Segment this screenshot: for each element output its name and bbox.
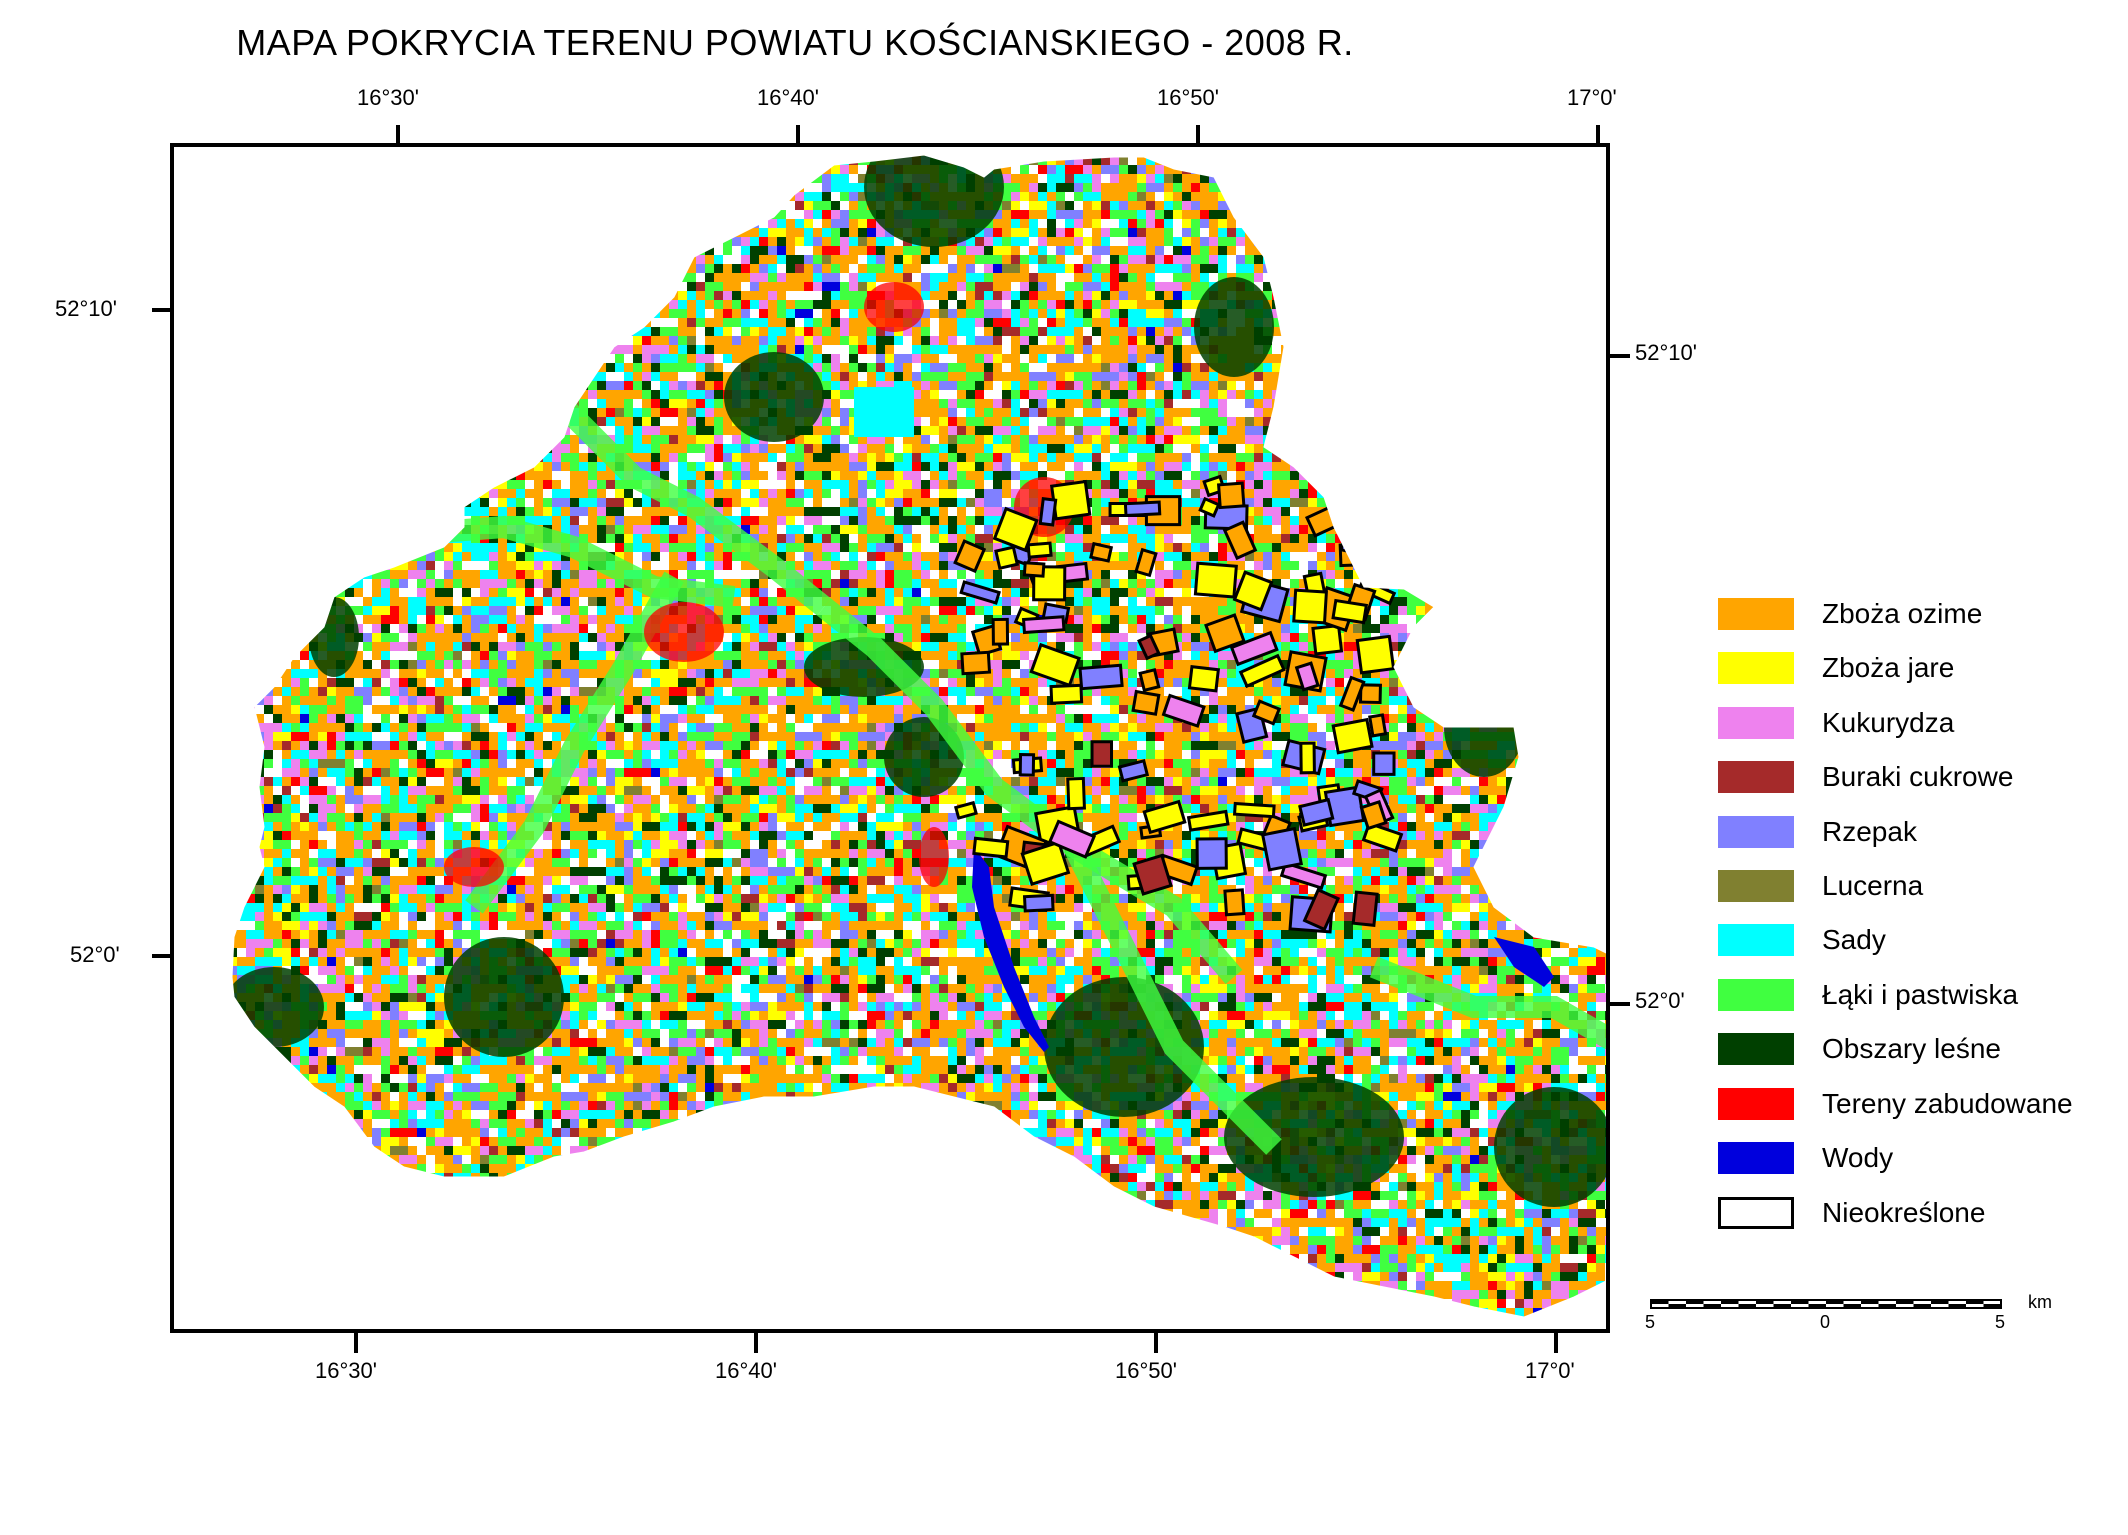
legend-label: Kukurydza xyxy=(1822,707,1955,738)
legend-item-zboza-ozime: Zboża ozime xyxy=(1718,598,2118,632)
left-axis-label-1: 52°10' xyxy=(55,296,117,321)
top-axis-label-4: 17°0' xyxy=(1567,85,1617,110)
left-axis-label-2: 52°0' xyxy=(70,942,120,967)
legend-swatch xyxy=(1718,598,1794,630)
bottom-axis-label-2: 16°40' xyxy=(715,1358,777,1383)
legend-swatch xyxy=(1718,652,1794,684)
district-boundary xyxy=(231,154,1606,1318)
top-axis-label-1: 16°30' xyxy=(357,85,419,110)
legend-swatch xyxy=(1718,761,1794,793)
legend-label: Obszary leśne xyxy=(1822,1033,2001,1064)
legend-swatch xyxy=(1718,1033,1794,1065)
legend-item-rzepak: Rzepak xyxy=(1718,816,2118,850)
map-title: MAPA POKRYCIA TERENU POWIATU KOŚCIANSKIE… xyxy=(236,22,1354,63)
legend-label: Zboża jare xyxy=(1822,652,1955,683)
top-tick-1 xyxy=(396,125,400,145)
scale-bar-graphic xyxy=(1650,1299,2002,1309)
scale-label-left: 5 xyxy=(1645,1312,1656,1332)
left-tick-1 xyxy=(152,308,172,312)
legend-label: Nieokreślone xyxy=(1822,1197,1986,1228)
legend-item-tereny-zabudowane: Tereny zabudowane xyxy=(1718,1088,2118,1122)
top-tick-4 xyxy=(1596,125,1600,145)
top-axis-label-2: 16°40' xyxy=(757,85,819,110)
bottom-tick-3 xyxy=(1154,1331,1158,1353)
legend-swatch xyxy=(1718,816,1794,848)
legend-item-wody: Wody xyxy=(1718,1142,2118,1176)
bottom-tick-1 xyxy=(354,1331,358,1353)
legend-item-nieokreslone: Nieokreślone xyxy=(1718,1197,2118,1231)
legend-label: Łąki i pastwiska xyxy=(1822,979,2019,1010)
land-cover-map xyxy=(231,154,1606,1318)
right-tick-2 xyxy=(1608,1002,1630,1006)
legend-swatch xyxy=(1718,924,1794,956)
legend-label: Zboża ozime xyxy=(1822,598,1983,629)
bottom-axis-label-1: 16°30' xyxy=(315,1358,377,1383)
legend-swatch xyxy=(1718,1142,1794,1174)
top-axis-label-3: 16°50' xyxy=(1157,85,1219,110)
legend-swatch xyxy=(1718,1197,1794,1229)
legend-label: Sady xyxy=(1822,924,1886,955)
bottom-axis-label-4: 17°0' xyxy=(1525,1358,1575,1383)
legend-item-obszary-lesne: Obszary leśne xyxy=(1718,1033,2118,1067)
right-axis-label-1: 52°10' xyxy=(1635,340,1697,365)
scale-unit: km xyxy=(2028,1292,2052,1312)
legend-item-laki-i-pastwiska: Łąki i pastwiska xyxy=(1718,979,2118,1013)
scale-label-middle: 0 xyxy=(1820,1312,1831,1332)
legend-label: Lucerna xyxy=(1822,870,1924,901)
legend-label: Wody xyxy=(1822,1142,1894,1173)
top-tick-2 xyxy=(796,125,800,145)
legend-label: Buraki cukrowe xyxy=(1822,761,2014,792)
legend-swatch xyxy=(1718,870,1794,902)
legend-swatch xyxy=(1718,707,1794,739)
bottom-tick-4 xyxy=(1554,1331,1558,1353)
scale-label-right: 5 xyxy=(1995,1312,2006,1332)
legend-item-buraki-cukrowe: Buraki cukrowe xyxy=(1718,761,2118,795)
right-tick-1 xyxy=(1608,354,1630,358)
bottom-tick-2 xyxy=(754,1331,758,1353)
legend-swatch xyxy=(1718,979,1794,1011)
bottom-axis-label-3: 16°50' xyxy=(1115,1358,1177,1383)
top-tick-3 xyxy=(1196,125,1200,145)
legend-label: Rzepak xyxy=(1822,816,1917,847)
left-tick-2 xyxy=(152,954,172,958)
legend-label: Tereny zabudowane xyxy=(1822,1088,2073,1119)
right-axis-label-2: 52°0' xyxy=(1635,988,1685,1013)
legend-item-sady: Sady xyxy=(1718,924,2118,958)
legend-item-kukurydza: Kukurydza xyxy=(1718,707,2118,741)
legend-swatch xyxy=(1718,1088,1794,1120)
legend-item-zboza-jare: Zboża jare xyxy=(1718,652,2118,686)
legend-item-lucerna: Lucerna xyxy=(1718,870,2118,904)
